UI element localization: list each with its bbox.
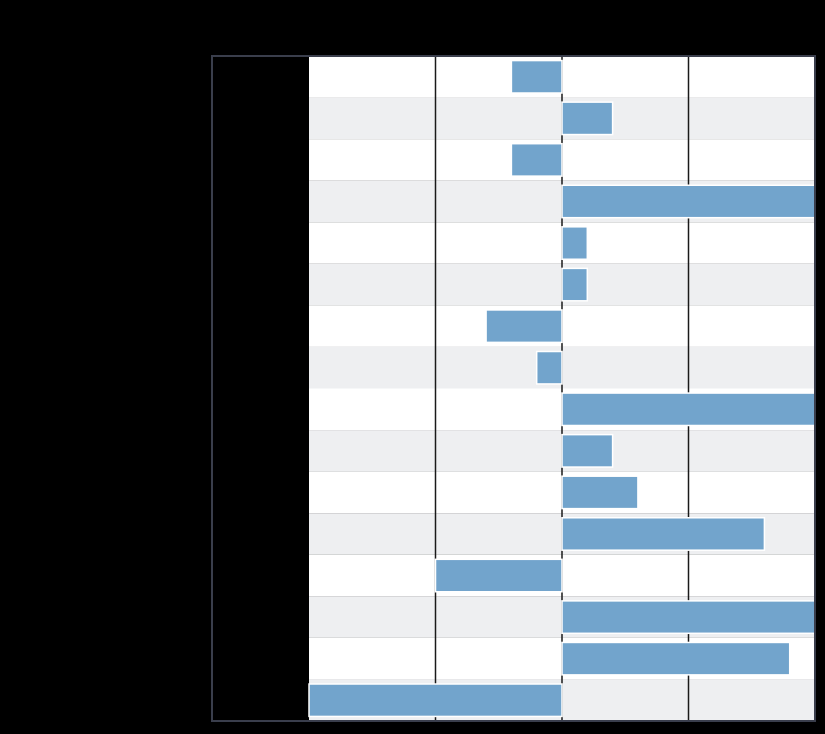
bar [561,433,614,468]
bar [561,641,791,676]
bar [561,267,589,302]
bar [561,226,589,260]
bar [561,517,766,551]
bar [561,101,614,136]
bar [561,600,816,635]
bar [308,683,563,718]
bar [434,558,563,593]
bars [308,59,816,718]
bar [535,350,563,385]
bar [561,475,639,510]
bar [510,142,563,177]
bar [561,392,816,427]
bar [510,59,563,94]
plot-frame [211,55,816,722]
bar [485,309,563,344]
bar [561,184,816,219]
